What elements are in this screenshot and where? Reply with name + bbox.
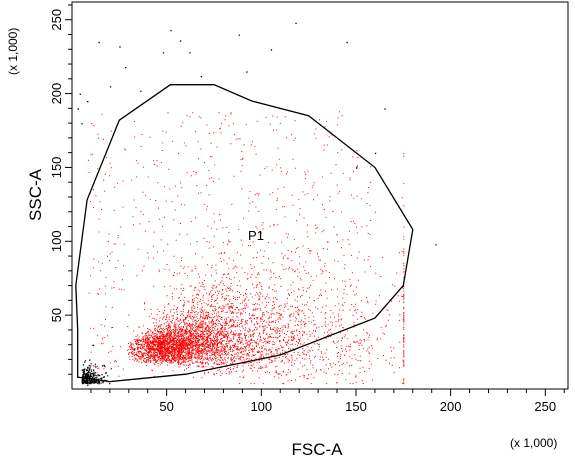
p1-event-points [88, 111, 405, 385]
x-tick-label: 200 [440, 399, 462, 414]
y-axis-multiplier: (x 1,000) [6, 28, 20, 75]
gate-label: P1 [248, 228, 264, 243]
x-axis-multiplier: (x 1,000) [510, 436, 557, 450]
x-axis-ticks: 50 100 150 200 250 [90, 389, 565, 414]
y-axis-label: SSC-A [26, 168, 45, 221]
plot-frame [71, 1, 569, 390]
gate-p1[interactable] [75, 84, 414, 383]
y-axis-ticks: 50 100 150 200 250 [49, 4, 72, 375]
y-tick-label: 150 [49, 157, 64, 179]
x-axis-label: FSC-A [292, 440, 344, 459]
event-points [77, 22, 437, 386]
y-tick-label: 200 [49, 83, 64, 105]
y-tick-label: 50 [49, 308, 64, 322]
x-tick-label: 150 [345, 399, 367, 414]
x-tick-label: 50 [159, 399, 173, 414]
y-tick-label: 250 [49, 9, 64, 31]
x-tick-label: 100 [250, 399, 272, 414]
x-tick-label: 250 [534, 399, 556, 414]
y-tick-label: 100 [49, 230, 64, 252]
